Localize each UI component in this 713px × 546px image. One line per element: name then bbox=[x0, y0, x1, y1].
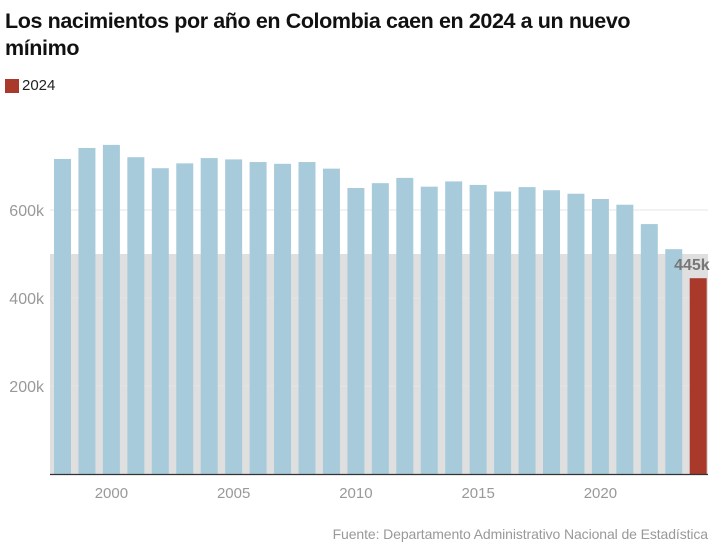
bar-2017 bbox=[518, 187, 536, 474]
bar-2011 bbox=[371, 183, 389, 474]
x-tick-label: 2020 bbox=[584, 485, 617, 502]
x-tick-label: 2015 bbox=[461, 485, 494, 502]
bar-2022 bbox=[640, 224, 658, 474]
bar-2019 bbox=[567, 193, 585, 474]
bar-2004 bbox=[200, 158, 218, 474]
bar-2014 bbox=[445, 181, 463, 474]
bar-2021 bbox=[616, 204, 634, 474]
legend-label-2024: 2024 bbox=[22, 77, 56, 94]
legend: 2024 bbox=[5, 77, 55, 94]
label-layer: 200k 400k 600k 2000 2005 2010 2015 2020 445k bbox=[9, 203, 710, 502]
bar-2020 bbox=[591, 199, 609, 474]
bar-2006 bbox=[249, 162, 267, 475]
bar-1999 bbox=[78, 147, 96, 474]
bar-2007 bbox=[274, 163, 292, 475]
y-tick-label: 200k bbox=[9, 379, 45, 396]
chart-title: Los nacimientos por año en Colombia caen… bbox=[5, 9, 631, 60]
bar-2010 bbox=[347, 188, 365, 474]
y-tick-label: 400k bbox=[9, 291, 45, 308]
bar-2018 bbox=[543, 190, 560, 474]
bar-2003 bbox=[176, 163, 194, 475]
bar-2013 bbox=[420, 186, 438, 474]
y-tick-label: 600k bbox=[9, 203, 45, 220]
bar-2008 bbox=[298, 162, 316, 475]
bar-2024 bbox=[689, 278, 707, 474]
legend-swatch-2024 bbox=[5, 78, 19, 93]
source-note: Fuente: Departamento Administrativo Naci… bbox=[332, 526, 709, 542]
annotation-2024: 445k bbox=[674, 257, 710, 274]
bar-2005 bbox=[225, 159, 243, 474]
bar-2023 bbox=[665, 249, 683, 474]
bar-2002 bbox=[151, 168, 169, 474]
bar-2016 bbox=[494, 191, 512, 474]
bar-2009 bbox=[322, 168, 340, 474]
x-tick-label: 2005 bbox=[217, 485, 250, 502]
bar-2000 bbox=[102, 144, 120, 474]
bar-2015 bbox=[469, 184, 487, 475]
bar-1998 bbox=[54, 158, 71, 474]
x-tick-label: 2000 bbox=[95, 485, 128, 502]
bar-2012 bbox=[396, 177, 414, 474]
x-tick-label: 2010 bbox=[339, 485, 372, 502]
bar-2001 bbox=[127, 157, 145, 474]
bar-layer bbox=[54, 144, 707, 475]
